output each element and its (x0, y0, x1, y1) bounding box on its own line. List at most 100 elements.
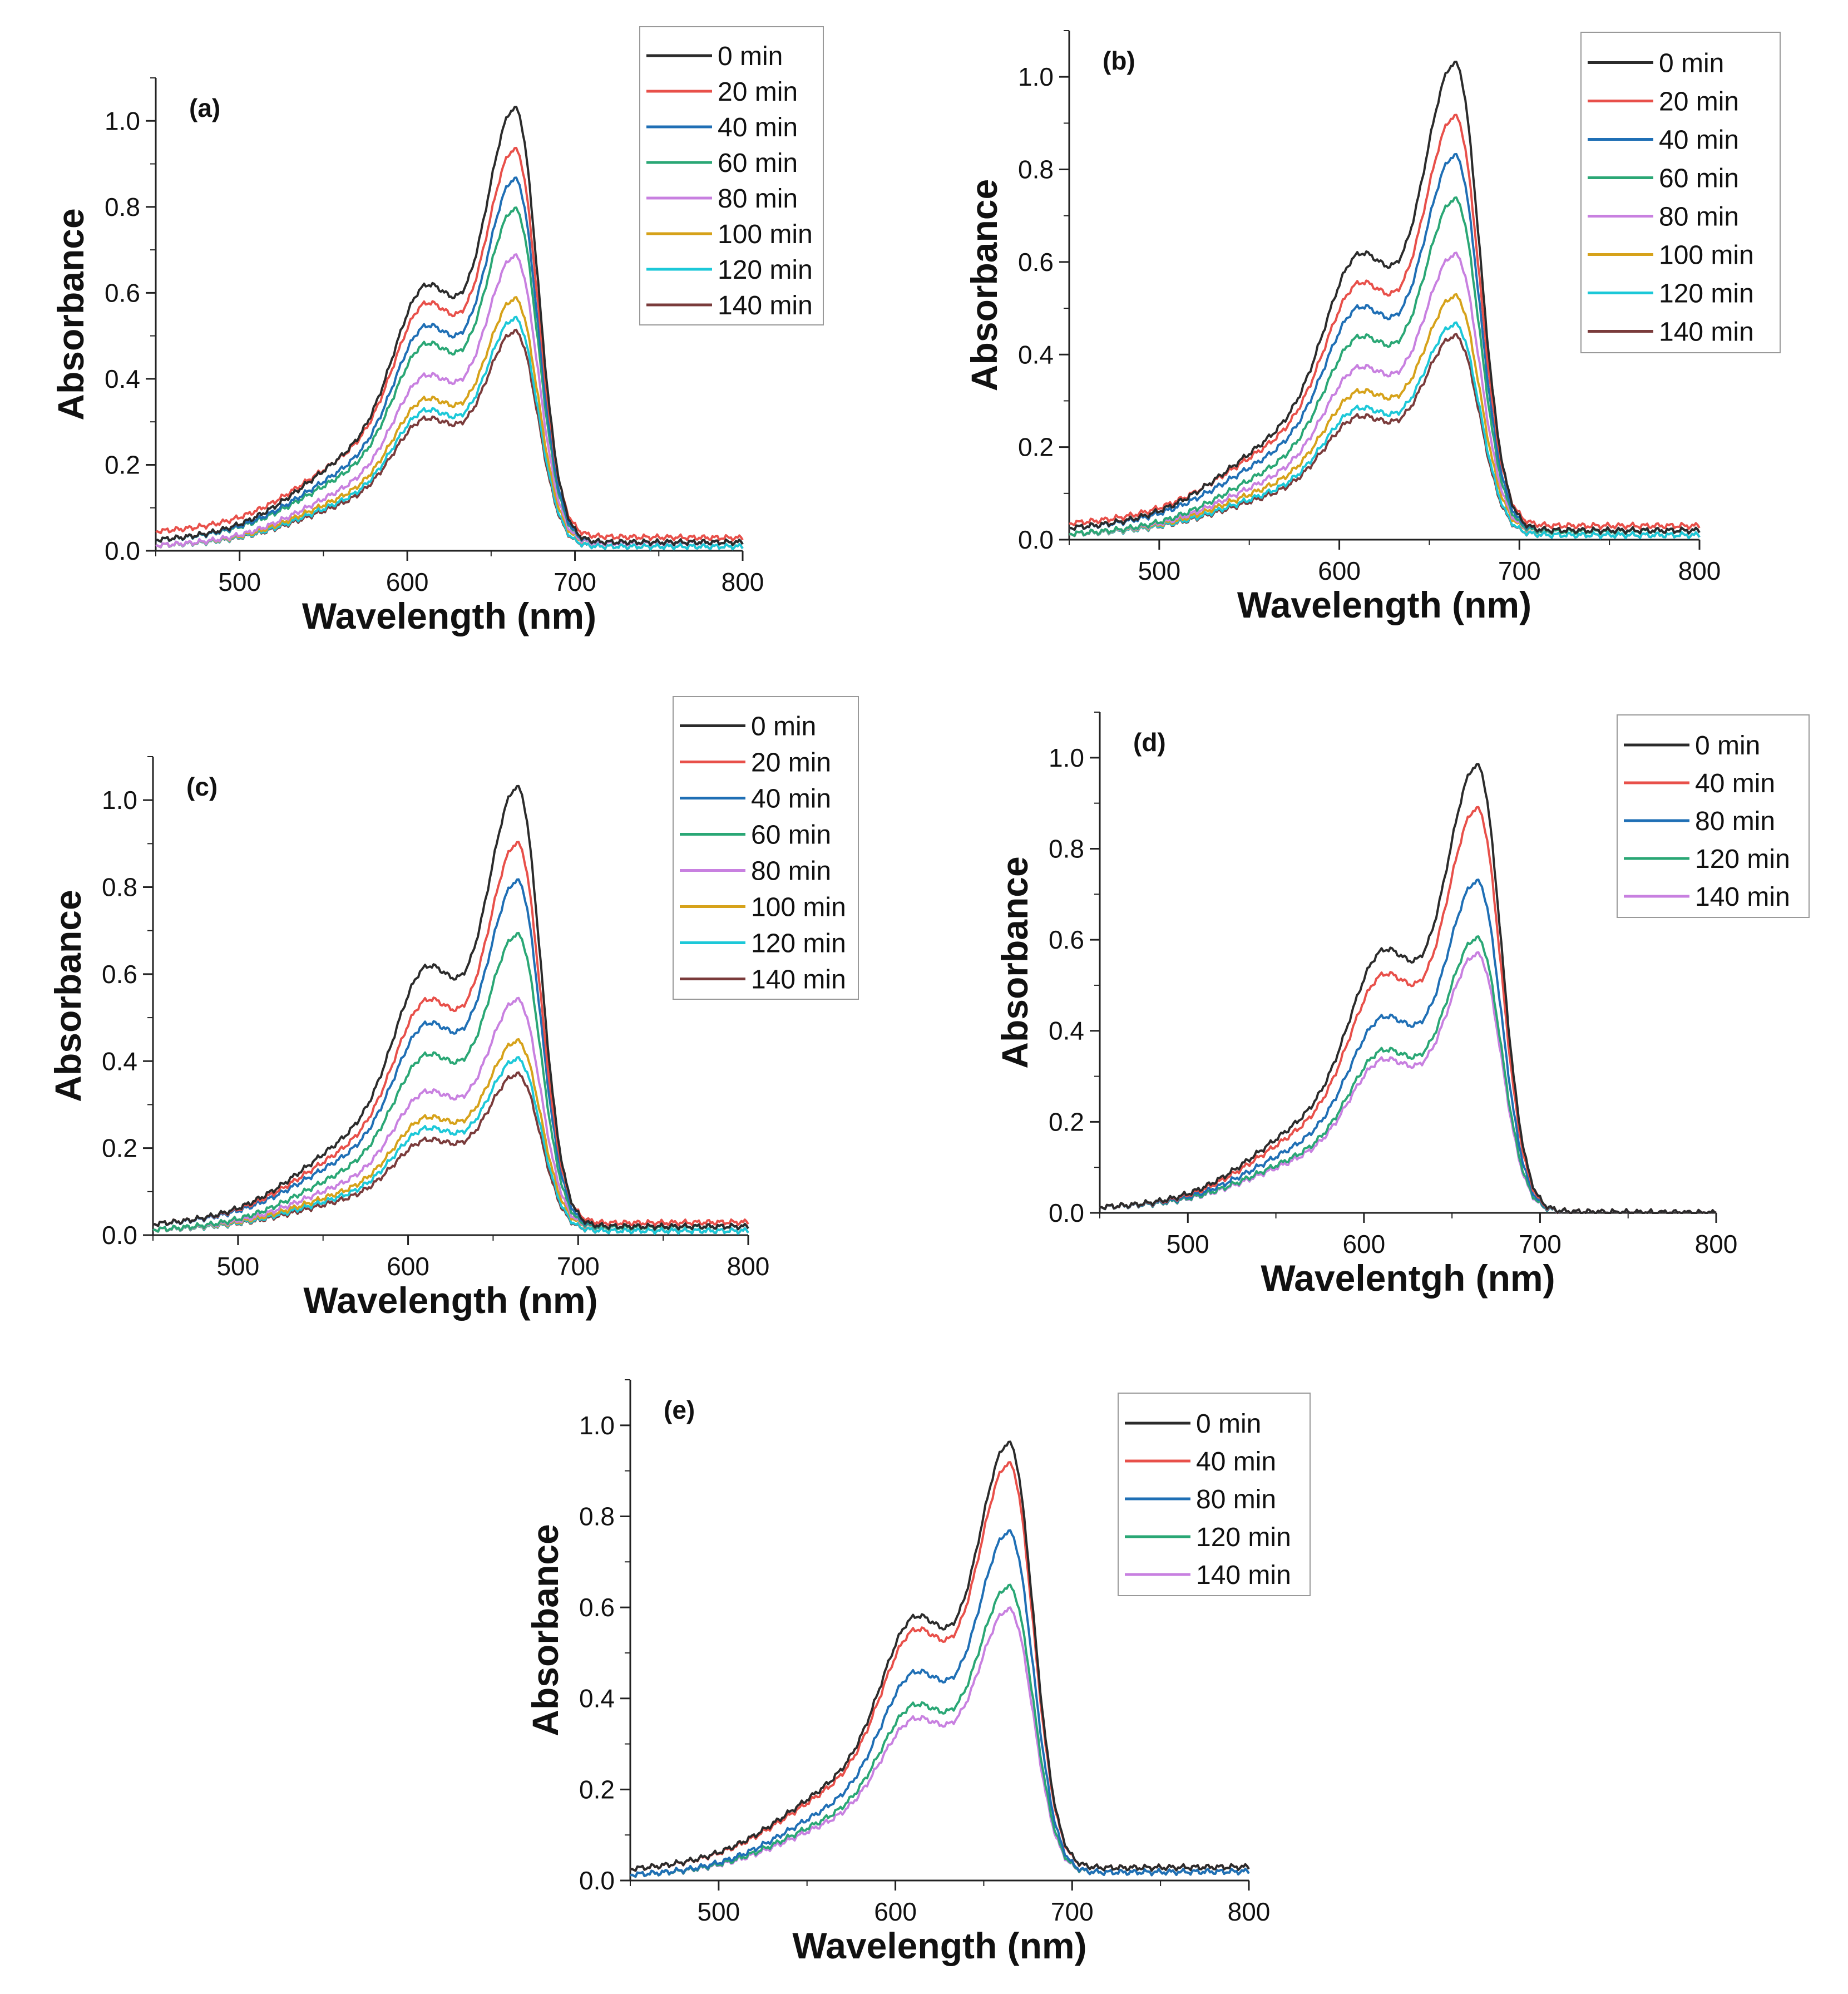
series-group (155, 106, 744, 551)
x-tick-label: 500 (1167, 1230, 1209, 1258)
y-tick-label: 0.4 (579, 1684, 615, 1713)
legend-label: 140 min (1659, 318, 1754, 347)
x-tick-label: 500 (697, 1897, 740, 1926)
y-tick-label: 0.2 (1049, 1107, 1084, 1136)
y-axis-title: Absorbance (47, 890, 88, 1102)
series-line-0-min (1069, 61, 1701, 535)
y-tick-label: 1.0 (1018, 62, 1054, 91)
y-axis-title: Absorbance (994, 856, 1035, 1068)
legend-label: 80 min (718, 184, 798, 214)
panel-label: (a) (189, 93, 220, 122)
legend-box (639, 26, 824, 325)
legend-label: 40 min (718, 113, 798, 142)
legend-label: 80 min (1659, 203, 1739, 232)
y-tick-label: 0.4 (105, 364, 140, 393)
legend-label: 40 min (1196, 1447, 1276, 1477)
x-axis-title: Wavelength (nm) (302, 595, 596, 636)
x-tick-label: 600 (387, 1252, 429, 1281)
x-tick-label: 700 (1051, 1897, 1094, 1926)
legend: 0 min 20 min 40 min 60 min 80 min 100 min 120 … (673, 696, 859, 1000)
series-line-120-min (1099, 935, 1717, 1214)
y-tick-label: 1.0 (579, 1411, 615, 1440)
y-axis-title: Absorbance (963, 179, 1005, 391)
y-tick-label: 0.8 (1049, 834, 1084, 863)
chart-panel-e: 500 600 700 800 0.0 0.2 0.4 0.6 0.8 1.0 Wavelength… (525, 1379, 1311, 1966)
legend-label: 80 min (1695, 807, 1775, 836)
x-tick-label: 700 (1519, 1230, 1562, 1258)
y-axis-title: Absorbance (50, 208, 91, 420)
legend-label: 20 min (718, 77, 798, 107)
x-tick-label: 600 (1318, 556, 1361, 585)
y-tick-label: 0.2 (1018, 433, 1054, 462)
y-tick-label: 0.6 (1049, 925, 1084, 954)
y-tick-label: 0.6 (1018, 248, 1054, 277)
legend-label: 120 min (1695, 845, 1790, 874)
y-tick-label: 0.6 (105, 278, 140, 307)
x-tick-label: 800 (1228, 1897, 1271, 1926)
x-axis-title: Wavelength (nm) (1237, 584, 1531, 625)
x-axis-title: Wavelength (nm) (303, 1280, 597, 1321)
legend-label: 140 min (1695, 882, 1790, 912)
y-tick-label: 0.2 (105, 450, 140, 479)
legend-label: 0 min (1196, 1409, 1261, 1439)
series-line-0-min (630, 1440, 1250, 1872)
legend-box (1617, 714, 1810, 918)
series-group (1099, 763, 1717, 1214)
series-group (630, 1440, 1250, 1878)
legend-label: 100 min (1659, 241, 1754, 270)
legend-box (1580, 32, 1781, 353)
legend-label: 120 min (1196, 1523, 1291, 1552)
legend-label: 120 min (718, 255, 813, 285)
x-tick-label: 700 (557, 1252, 600, 1281)
legend-label: 120 min (1659, 279, 1754, 309)
series-group (1069, 61, 1701, 540)
series-line-80-min (1099, 878, 1717, 1214)
legend: 0 min 40 min 80 min 120 min 140 min (1118, 1393, 1311, 1596)
x-tick-label: 800 (1678, 556, 1721, 585)
legend-label: 0 min (751, 712, 816, 742)
y-tick-label: 0.8 (105, 193, 140, 221)
legend-label: 0 min (718, 42, 783, 71)
legend-label: 40 min (1659, 126, 1739, 155)
panel-label: (b) (1103, 46, 1135, 75)
series-line-0-min (1099, 763, 1717, 1214)
x-axis-title: Wavelentgh (nm) (1261, 1257, 1555, 1299)
legend-label: 20 min (751, 748, 831, 778)
y-tick-label: 0.0 (579, 1866, 615, 1895)
y-tick-label: 0.2 (579, 1775, 615, 1804)
legend: 0 min 20 min 40 min 60 min 80 min 100 min 120 … (1580, 32, 1781, 353)
y-tick-label: 0.4 (1049, 1016, 1084, 1045)
x-tick-label: 500 (216, 1252, 259, 1281)
series-line-80-min (630, 1529, 1250, 1878)
x-tick-label: 700 (1498, 556, 1541, 585)
x-tick-label: 600 (386, 567, 429, 596)
y-tick-label: 0.4 (102, 1047, 137, 1075)
series-line-0-min (152, 784, 749, 1231)
series-line-140-min (1099, 951, 1717, 1214)
legend-label: 100 min (751, 893, 846, 922)
x-tick-label: 700 (554, 567, 596, 596)
legend-box (673, 696, 859, 1000)
y-tick-label: 0.0 (1018, 525, 1054, 554)
y-tick-label: 1.0 (105, 106, 140, 135)
legend-label: 60 min (1659, 164, 1739, 194)
legend-label: 140 min (718, 291, 813, 320)
chart-panel-a: 500 600 700 800 0.0 0.2 0.4 0.6 0.8 1.0 Wavelength… (50, 26, 824, 636)
x-tick-label: 800 (1695, 1230, 1738, 1258)
x-tick-label: 500 (218, 567, 261, 596)
y-tick-label: 0.6 (579, 1593, 615, 1622)
x-tick-label: 600 (874, 1897, 917, 1926)
series-line-20-min (155, 146, 744, 542)
panel-label: (d) (1133, 728, 1166, 757)
series-line-100-min (152, 1038, 749, 1233)
chart-panel-b: 500 600 700 800 0.0 0.2 0.4 0.6 0.8 1.0 Wavelength… (963, 30, 1781, 625)
x-tick-label: 500 (1138, 556, 1180, 585)
x-tick-label: 800 (727, 1252, 770, 1281)
y-axis-title: Absorbance (525, 1524, 566, 1736)
legend-label: 20 min (1659, 87, 1739, 117)
legend-label: 40 min (1695, 769, 1775, 798)
legend-label: 140 min (1196, 1561, 1291, 1590)
legend-label: 80 min (751, 857, 831, 886)
legend-label: 120 min (751, 929, 846, 959)
chart-panel-c: 500 600 700 800 0.0 0.2 0.4 0.6 0.8 1.0 Wavelength… (47, 696, 859, 1321)
